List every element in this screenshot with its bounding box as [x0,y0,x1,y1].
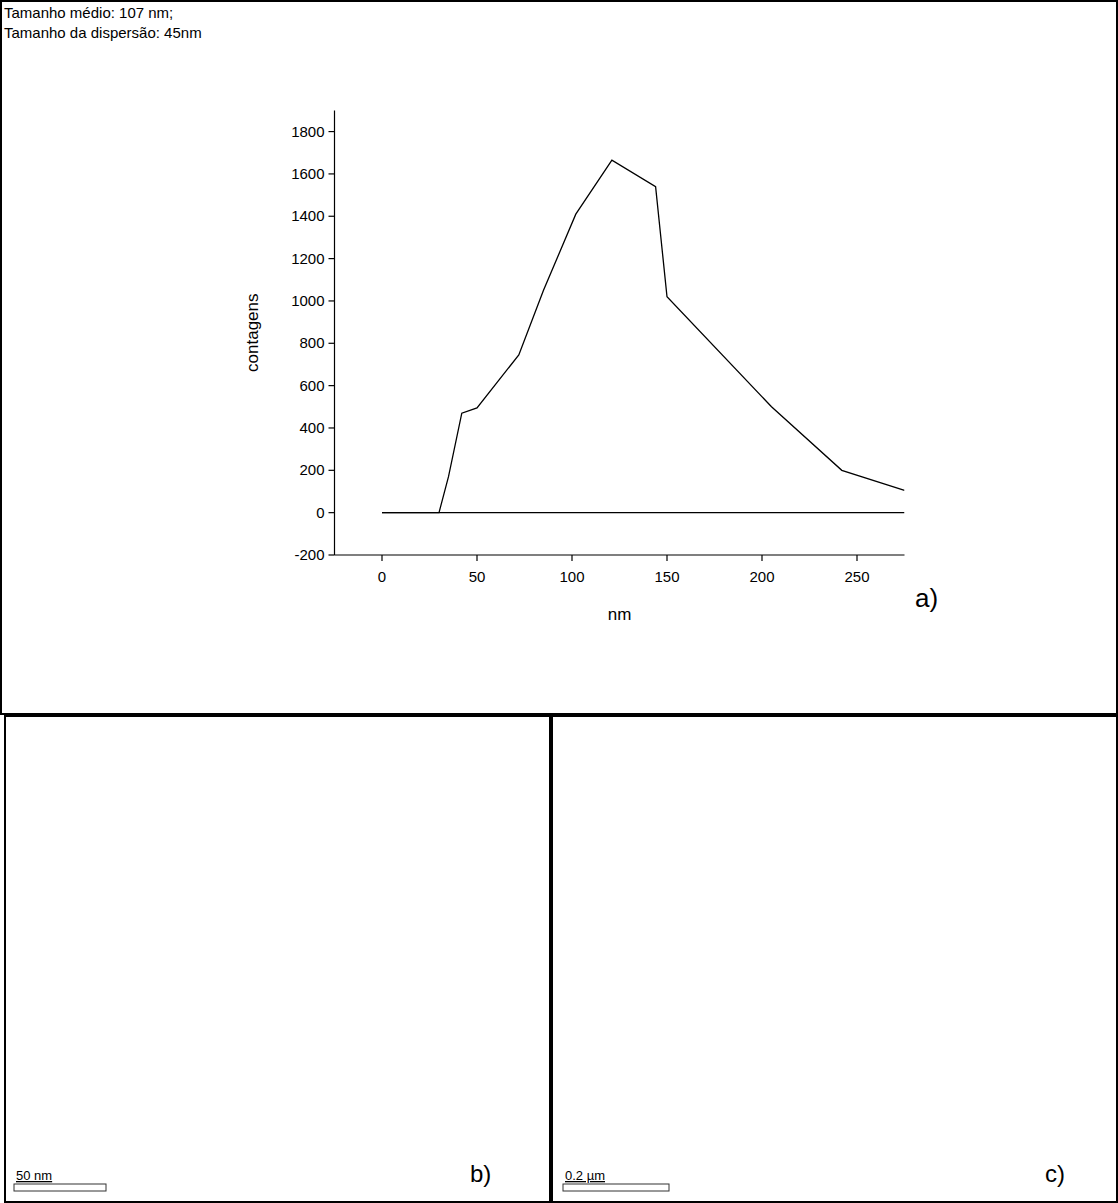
x-tick [571,555,572,561]
data-line [382,512,905,513]
scale-bar [14,1184,106,1191]
scale-bar-label: 0.2 µm [565,1168,605,1183]
data-line [382,160,905,513]
y-tick-label: 1000 [291,292,324,309]
y-tick [329,258,335,259]
x-tick-label: 50 [469,568,486,585]
y-tick [329,512,335,513]
y-tick-label: 1400 [291,207,324,224]
scale-bar [563,1184,669,1191]
x-axis-title: nm [608,605,632,624]
y-tick [329,470,335,471]
y-tick [329,131,335,132]
y-tick-label: 400 [299,419,324,436]
y-tick [329,554,335,555]
y-tick [329,300,335,301]
panel-frame [5,716,550,1202]
y-tick [329,427,335,428]
plot-area [382,160,905,513]
x-tick-label: 100 [559,568,584,585]
x-tick [666,555,667,561]
x-tick [856,555,857,561]
x-tick [381,555,382,561]
axes: -200 0 200 400 600 800 1000 1200 1400 1600 1800 0 50… [243,110,905,624]
annotation: Tamanho da dispersão: 45nm [4,24,202,41]
panel-label: c) [1045,1160,1065,1187]
y-tick-label: 800 [299,334,324,351]
x-tick [761,555,762,561]
x-axis-line [335,554,905,555]
x-tick-label: 150 [654,568,679,585]
panel-frame [1,1,1117,714]
y-tick-label: 1600 [291,165,324,182]
y-tick-label: 1200 [291,250,324,267]
y-tick-label: 1800 [291,123,324,140]
background [0,0,1118,1203]
y-tick [329,385,335,386]
figure: Tamanho médio: 107 nm; Tamanho da dispers… [0,0,1118,1203]
annotation: Tamanho médio: 107 nm; [4,4,173,21]
y-axis-title: contagens [243,293,262,371]
x-tick-label: 200 [749,568,774,585]
y-tick-label: 0 [316,504,324,521]
x-tick-label: 250 [844,568,869,585]
y-tick-label: 200 [299,461,324,478]
x-tick-label: 0 [378,568,386,585]
panel-label: b) [470,1160,491,1187]
y-tick [329,343,335,344]
x-tick [476,555,477,561]
y-tick [329,216,335,217]
y-tick-label: 600 [299,377,324,394]
y-tick [329,173,335,174]
y-tick-label: -200 [294,546,324,563]
scale-bar-label: 50 nm [16,1168,52,1183]
panel-frame [552,716,1117,1202]
panel-label: a) [915,583,938,613]
y-axis-line [334,110,335,555]
